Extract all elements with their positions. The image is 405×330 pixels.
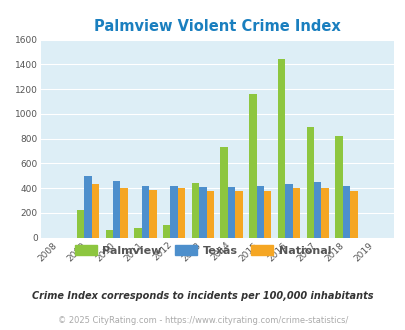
Bar — [84, 176, 92, 238]
Bar — [120, 188, 128, 238]
Bar — [77, 211, 84, 238]
Bar — [220, 147, 227, 238]
Bar — [227, 187, 235, 238]
Bar — [191, 182, 198, 238]
Bar — [249, 94, 256, 238]
Legend: Palmview, Texas, National: Palmview, Texas, National — [70, 241, 335, 260]
Bar — [313, 182, 321, 238]
Bar — [105, 230, 113, 238]
Bar — [321, 188, 328, 238]
Text: © 2025 CityRating.com - https://www.cityrating.com/crime-statistics/: © 2025 CityRating.com - https://www.city… — [58, 316, 347, 325]
Bar — [235, 191, 242, 238]
Bar — [256, 186, 263, 238]
Bar — [92, 184, 99, 238]
Bar — [263, 190, 271, 238]
Bar — [170, 186, 177, 238]
Bar — [277, 59, 285, 238]
Bar — [141, 186, 149, 238]
Bar — [306, 127, 313, 238]
Bar — [292, 188, 299, 238]
Bar — [149, 190, 156, 238]
Bar — [342, 186, 349, 238]
Title: Palmview Violent Crime Index: Palmview Violent Crime Index — [94, 19, 340, 34]
Bar — [177, 188, 185, 238]
Bar — [206, 191, 213, 238]
Text: Crime Index corresponds to incidents per 100,000 inhabitants: Crime Index corresponds to incidents per… — [32, 291, 373, 301]
Bar — [198, 187, 206, 238]
Bar — [162, 225, 170, 238]
Bar — [349, 191, 357, 238]
Bar — [113, 181, 120, 238]
Bar — [285, 184, 292, 238]
Bar — [134, 228, 141, 238]
Bar — [335, 136, 342, 238]
